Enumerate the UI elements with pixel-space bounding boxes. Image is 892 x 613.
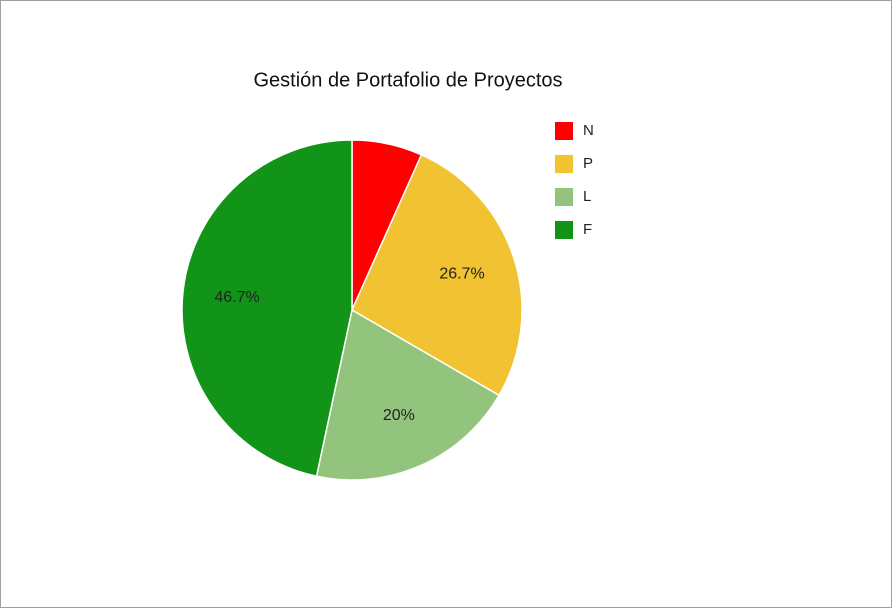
legend-label: F [583, 221, 592, 238]
legend-swatch [555, 188, 573, 206]
slice-label: 20% [383, 407, 415, 424]
pie-slice [315, 308, 501, 481]
legend-label: L [583, 188, 591, 205]
pie-slice [181, 139, 353, 478]
chart-title: Gestión de Portafolio de Proyectos [253, 69, 562, 91]
legend-swatch [555, 122, 573, 140]
legend-label: N [583, 122, 594, 139]
pie-slice [351, 153, 523, 397]
slice-label: 46.7% [214, 289, 259, 306]
legend-swatch [555, 221, 573, 239]
slice-label: 26.7% [439, 266, 484, 283]
legend-swatch [555, 155, 573, 173]
legend-label: P [583, 155, 593, 172]
